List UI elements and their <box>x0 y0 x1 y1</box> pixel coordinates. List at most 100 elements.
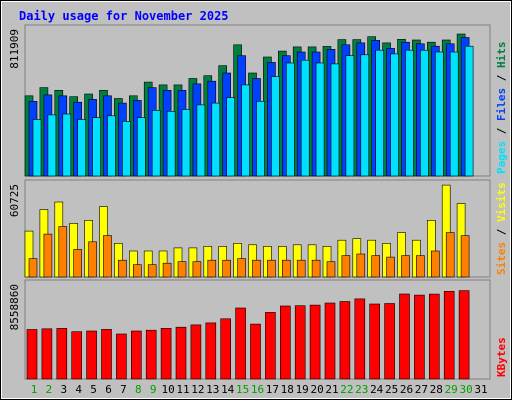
x-tick-label-day-14: 14 <box>221 383 235 396</box>
bar-sites-day-1 <box>28 258 38 278</box>
bar-sites-day-7 <box>118 259 127 278</box>
legend-entry-visits: Visits <box>495 182 508 222</box>
bar-sites-day-20 <box>311 259 321 278</box>
bar-kbytes-day-3 <box>56 328 68 380</box>
bar-pages-day-7 <box>122 121 131 177</box>
x-tick-label-day-1: 1 <box>31 383 38 396</box>
bar-sites-day-26 <box>401 255 410 278</box>
legend-separator: / <box>495 222 508 242</box>
bar-sites-day-8 <box>133 264 142 278</box>
bar-sites-day-21 <box>326 261 336 278</box>
legend-entry-kbytes: KBytes <box>495 337 508 377</box>
bar-sites-day-3 <box>58 226 68 278</box>
chart-title: Daily usage for November 2025 <box>19 9 229 23</box>
bar-sites-day-12 <box>192 261 202 278</box>
x-tick-label-day-19: 19 <box>296 383 309 396</box>
x-tick-label-day-20: 20 <box>310 383 323 396</box>
bar-pages-day-29 <box>449 51 459 177</box>
legend-entry-files: Files <box>495 88 508 121</box>
bar-sites-day-25 <box>386 256 395 278</box>
x-tick-label-day-30: 30 <box>459 383 472 396</box>
bar-kbytes-day-22 <box>339 301 351 380</box>
bar-pages-day-3 <box>62 113 72 177</box>
legend-separator: / <box>495 68 508 88</box>
bar-sites-day-30 <box>460 235 470 278</box>
bar-pages-day-17 <box>271 76 280 177</box>
bar-kbytes-day-24 <box>369 303 381 380</box>
bar-kbytes-day-6 <box>101 329 112 380</box>
bar-sites-day-4 <box>73 249 82 278</box>
bar-pages-day-25 <box>390 53 399 177</box>
bar-pages-day-13 <box>211 102 221 177</box>
bar-sites-day-16 <box>252 259 261 278</box>
bar-pages-day-21 <box>330 63 340 177</box>
x-tick-label-day-11: 11 <box>176 383 189 396</box>
x-tick-label-day-6: 6 <box>105 383 112 396</box>
bar-pages-day-18 <box>285 62 295 177</box>
chart-bars <box>24 33 474 380</box>
bar-pages-day-10 <box>166 111 176 177</box>
x-tick-label-day-22: 22 <box>340 383 353 396</box>
bar-sites-day-5 <box>88 241 97 278</box>
bar-sites-day-27 <box>416 255 425 278</box>
bar-pages-day-27 <box>420 49 429 177</box>
scale-label-visits-sites: 60725 <box>8 184 21 217</box>
legend-separator: / <box>495 121 508 141</box>
bar-pages-day-5 <box>92 117 101 177</box>
x-tick-label-day-17: 17 <box>266 383 279 396</box>
bar-kbytes-day-4 <box>71 331 82 380</box>
series-legend-visits-sites: Sites / Visits <box>495 182 508 275</box>
bar-pages-day-6 <box>107 115 116 177</box>
x-tick-label-day-7: 7 <box>120 383 127 396</box>
bar-kbytes-day-1 <box>26 329 38 380</box>
x-tick-label-day-10: 10 <box>161 383 174 396</box>
bar-pages-day-30 <box>464 45 474 177</box>
bar-kbytes-day-26 <box>399 293 410 380</box>
bar-pages-day-12 <box>196 104 206 177</box>
x-tick-label-day-4: 4 <box>75 383 82 396</box>
bar-sites-day-9 <box>147 264 157 278</box>
x-tick-label-day-26: 26 <box>400 383 413 396</box>
bar-kbytes-day-11 <box>175 326 187 380</box>
chart-labels: 811909 Pages / Files / Hits 60725 Sites / V… <box>8 29 508 396</box>
x-tick-label-day-15: 15 <box>236 383 249 396</box>
x-tick-label-day-31: 31 <box>474 383 487 396</box>
bar-kbytes-day-5 <box>86 330 97 380</box>
bar-kbytes-day-25 <box>384 303 395 380</box>
bar-kbytes-day-17 <box>265 312 276 380</box>
bar-kbytes-day-8 <box>131 330 142 380</box>
x-tick-label-day-24: 24 <box>370 383 384 396</box>
bar-pages-day-23 <box>360 54 370 177</box>
bar-pages-day-19 <box>300 59 310 177</box>
bar-sites-day-6 <box>103 235 112 278</box>
bar-pages-day-11 <box>181 109 191 177</box>
bar-pages-day-15 <box>241 84 250 177</box>
x-tick-label-day-27: 27 <box>415 383 428 396</box>
x-tick-label-day-5: 5 <box>90 383 97 396</box>
x-tick-label-day-8: 8 <box>135 383 142 396</box>
x-tick-label-day-29: 29 <box>445 383 458 396</box>
bar-sites-day-10 <box>162 262 172 278</box>
bar-sites-day-19 <box>296 259 306 278</box>
bar-kbytes-day-16 <box>250 323 261 380</box>
legend-entry-hits: Hits <box>495 42 508 69</box>
outer-frame-inner <box>1 1 511 399</box>
bar-kbytes-day-29 <box>443 290 455 380</box>
bar-pages-day-16 <box>256 101 265 177</box>
bar-pages-day-22 <box>345 55 355 177</box>
legend-entry-pages: Pages <box>495 141 508 174</box>
bar-pages-day-26 <box>405 49 414 177</box>
bar-sites-day-22 <box>341 255 351 278</box>
bar-pages-day-14 <box>226 97 235 177</box>
bar-pages-day-20 <box>315 62 325 177</box>
bar-kbytes-day-12 <box>190 324 202 380</box>
scale-label-hits-files-pages: 811909 <box>8 29 21 69</box>
bar-sites-day-13 <box>207 259 217 278</box>
bar-kbytes-day-19 <box>294 305 306 380</box>
bar-sites-day-23 <box>356 253 366 278</box>
bar-kbytes-day-7 <box>116 333 127 380</box>
bar-sites-day-11 <box>177 261 187 278</box>
bar-sites-day-28 <box>430 250 440 278</box>
bar-kbytes-day-27 <box>414 294 425 380</box>
